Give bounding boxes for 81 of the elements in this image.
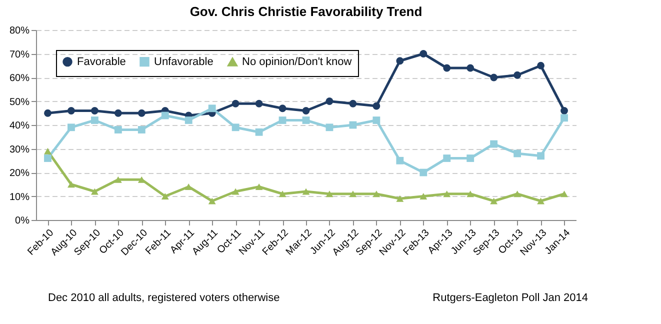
- point: [161, 193, 169, 200]
- y-tick-label: 80%: [9, 26, 30, 36]
- point: [514, 190, 522, 198]
- point: [466, 64, 474, 72]
- point: [68, 181, 75, 188]
- y-tick-label: 40%: [9, 120, 30, 132]
- point: [326, 98, 334, 105]
- point: [443, 154, 451, 162]
- point: [420, 50, 428, 58]
- point: [349, 100, 357, 108]
- point: [232, 100, 240, 108]
- point: [68, 107, 75, 114]
- point: [255, 128, 263, 136]
- legend-label: Unfavorable: [154, 56, 214, 68]
- point: [114, 176, 122, 183]
- point: [490, 198, 498, 204]
- point: [420, 193, 428, 200]
- point: [138, 109, 146, 117]
- y-tick-label: 70%: [9, 49, 30, 60]
- point: [372, 102, 380, 110]
- point: [396, 57, 404, 65]
- point: [372, 190, 380, 198]
- point: [114, 126, 122, 134]
- point: [232, 124, 240, 132]
- point: [161, 112, 169, 120]
- point: [372, 116, 380, 124]
- point: [349, 121, 357, 129]
- point: [90, 116, 98, 124]
- point: [255, 100, 263, 108]
- point: [443, 64, 451, 72]
- point: [537, 198, 544, 204]
- point: [537, 152, 544, 160]
- point: [560, 114, 568, 122]
- y-tick-label: 30%: [9, 144, 30, 156]
- point: [184, 116, 192, 124]
- y-tick-label: 50%: [9, 96, 30, 108]
- legend-label: Favorable: [77, 56, 126, 68]
- point: [560, 190, 568, 198]
- point: [396, 156, 404, 164]
- point: [44, 109, 52, 117]
- point: [44, 154, 52, 162]
- point: [443, 190, 451, 198]
- point: [208, 104, 216, 112]
- point: [537, 62, 544, 70]
- point: [184, 184, 192, 190]
- point: [255, 184, 263, 190]
- point: [466, 190, 474, 198]
- point: [560, 107, 568, 114]
- point: [208, 198, 216, 204]
- point: [138, 176, 146, 183]
- point: [302, 116, 310, 124]
- point: [326, 190, 334, 198]
- point: [90, 188, 98, 195]
- point: [278, 190, 286, 198]
- point: [466, 154, 474, 162]
- point: [490, 74, 498, 82]
- chart-title: Gov. Chris Christie Favorability Trend: [190, 4, 422, 19]
- y-tick-label: 0%: [15, 216, 30, 226]
- point: [514, 71, 522, 79]
- point: [278, 116, 286, 124]
- y-tick-label: 60%: [9, 73, 30, 84]
- point: [44, 148, 52, 154]
- point: [114, 109, 122, 117]
- legend-label: No opinion/Don't know: [242, 56, 352, 68]
- y-tick-label: 20%: [9, 168, 30, 179]
- text: Dec 2010 all adults, registered voters otherwise: [48, 292, 280, 304]
- point: [326, 124, 334, 132]
- point: [302, 107, 310, 114]
- point: [90, 107, 98, 114]
- point: [138, 126, 146, 134]
- point: [232, 188, 240, 195]
- point: [490, 140, 498, 148]
- point: [278, 104, 286, 112]
- point: [514, 150, 522, 158]
- y-tick-label: 10%: [9, 192, 30, 203]
- point: [302, 188, 310, 195]
- text: Rutgers-Eagleton Poll Jan 2014: [432, 292, 588, 304]
- point: [349, 190, 357, 198]
- point: [68, 124, 75, 132]
- point: [396, 195, 404, 202]
- point: [420, 168, 428, 176]
